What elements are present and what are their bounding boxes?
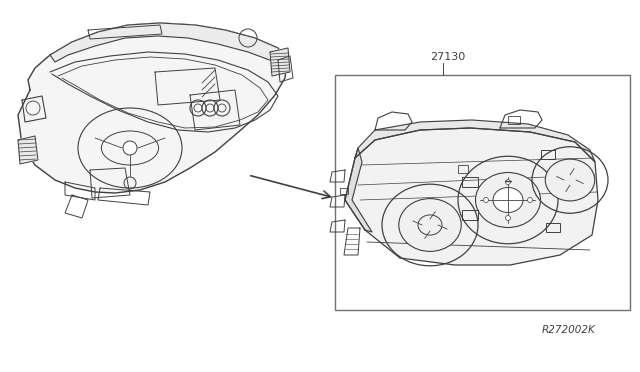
Ellipse shape <box>476 173 541 228</box>
Circle shape <box>123 141 137 155</box>
Bar <box>335 75 630 310</box>
Polygon shape <box>18 136 38 164</box>
Bar <box>340 188 348 194</box>
Bar <box>462 177 478 187</box>
Text: R272002K: R272002K <box>541 325 595 335</box>
Ellipse shape <box>493 187 523 212</box>
Polygon shape <box>18 23 287 193</box>
Circle shape <box>506 180 511 185</box>
Circle shape <box>506 215 511 221</box>
Circle shape <box>483 198 488 202</box>
Polygon shape <box>345 148 372 232</box>
Ellipse shape <box>545 159 595 201</box>
Ellipse shape <box>399 199 461 251</box>
Polygon shape <box>50 23 287 62</box>
Polygon shape <box>355 120 595 162</box>
Circle shape <box>527 198 532 202</box>
Bar <box>458 165 468 173</box>
Polygon shape <box>270 48 290 76</box>
Text: 27130: 27130 <box>430 52 465 62</box>
Bar <box>546 223 560 232</box>
Bar <box>508 116 520 124</box>
Polygon shape <box>345 128 598 265</box>
Bar <box>462 210 478 220</box>
Bar <box>541 150 555 159</box>
